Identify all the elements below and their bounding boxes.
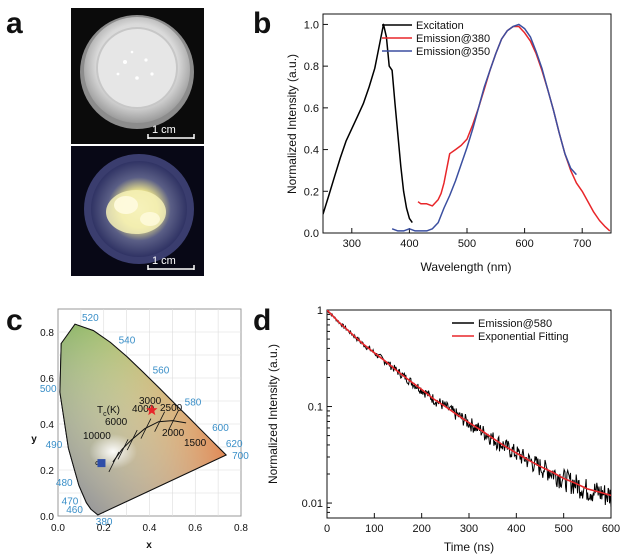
chart-c-xtick-label: 0.2 xyxy=(97,523,111,534)
chart-c-ylabel: y xyxy=(31,434,37,445)
chart-d-ytick-label: 1 xyxy=(317,305,323,317)
chart-b-xtick-label: 500 xyxy=(458,238,476,250)
chart-c-wavelength-label: 480 xyxy=(56,478,73,489)
chart-c-xtick-label: 0.6 xyxy=(188,523,202,534)
chart-d-xtick-label: 500 xyxy=(554,523,572,535)
chart-b-legend-label: Emission@380 xyxy=(416,33,490,45)
chart-b-series-0 xyxy=(323,23,413,224)
chart-c-cct-label: 6000 xyxy=(105,417,128,428)
chart-b-xlabel: Wavelength (nm) xyxy=(421,260,512,274)
chart-c-cct-label: 10000 xyxy=(83,431,111,442)
chart-c-wavelength-label: 540 xyxy=(119,336,136,347)
chart-b-ytick-label: 1.0 xyxy=(304,19,319,31)
chart-c-point-star xyxy=(146,404,158,416)
chart-d-legend-label: Emission@580 xyxy=(478,318,552,330)
chart-d-ytick-label: 0.01 xyxy=(302,498,323,510)
chart-c-wavelength-label: 700 xyxy=(232,451,249,462)
chart-b-ytick-label: 0.2 xyxy=(304,186,319,198)
chart-c-wavelength-label: 500 xyxy=(40,384,57,395)
chart-c-wavelength-label: 620 xyxy=(226,439,243,450)
chart-b-ytick-label: 0.8 xyxy=(304,61,319,73)
chart-b-xtick-label: 400 xyxy=(400,238,418,250)
chart-d-ylabel: Normalized Intensity (a.u.) xyxy=(266,344,280,484)
chart-c-isotherm xyxy=(154,411,166,432)
chart-c-isotherm xyxy=(117,439,129,460)
chart-c-ytick-label: 0.8 xyxy=(40,328,54,339)
chart-d-xtick-label: 100 xyxy=(365,523,383,535)
chart-c-wavelength-label: 560 xyxy=(153,365,170,376)
chart-d-ytick-label: 0.1 xyxy=(308,402,323,414)
chart-c-ytick-label: 0.6 xyxy=(40,374,54,385)
chart-c-cct-label: 4000 xyxy=(132,404,155,415)
chart-c-xtick-label: 0.4 xyxy=(143,523,157,534)
chart-c-cct-label: 2500 xyxy=(160,403,183,414)
chart-d-legend-label: Exponential Fitting xyxy=(478,331,569,343)
chart-c-wavelength-label: 380 xyxy=(96,517,113,528)
chart-c-cct-label: 3000 xyxy=(139,396,162,407)
chart-c-wavelength-label: 600 xyxy=(212,423,229,434)
chart-c-isotherm xyxy=(108,451,120,473)
chart-b-legend-label: Emission@350 xyxy=(416,46,490,58)
chart-b-series-2 xyxy=(391,23,577,232)
chart-d-xtick-label: 0 xyxy=(324,523,330,535)
chart-c-isotherm xyxy=(140,418,152,439)
chart-b-xtick-label: 300 xyxy=(343,238,361,250)
chart-c-isotherm xyxy=(126,429,138,451)
chart-c-xtick-label: 0.8 xyxy=(234,523,248,534)
chart-b-legend-label: Excitation xyxy=(416,20,464,32)
chart-b-xtick-label: 700 xyxy=(573,238,591,250)
chart-c-point-square xyxy=(97,459,106,468)
chart-c-isotherm xyxy=(168,410,179,431)
panel-label-a: a xyxy=(6,7,23,40)
chart-d-xtick-label: 400 xyxy=(507,523,525,535)
chart-c-wavelength-label: 580 xyxy=(185,398,202,409)
chart-d: 0 100 200 300 400 500 600 1 0.1 0.01 Time (ns) No… xyxy=(266,305,620,554)
chart-c-planckian-label: Tc(K) xyxy=(97,405,120,418)
chart-b-ylabel: Normalized Intensity (a.u.) xyxy=(285,54,299,194)
scale-bar-label-top: 1 cm xyxy=(152,124,176,136)
chart-c-wavelength-label: 470 xyxy=(62,497,79,508)
chart-b-ytick-label: 0.6 xyxy=(304,103,319,115)
scale-bar-label-bottom: 1 cm xyxy=(152,255,176,267)
panel-label-d: d xyxy=(253,304,271,337)
chart-b-ytick-label: 0.0 xyxy=(304,228,319,240)
chart-c-xtick-label: 0.0 xyxy=(51,523,65,534)
photo-uv: 1 cm xyxy=(71,146,204,276)
chart-c-cct-label: 1500 xyxy=(184,438,207,449)
chart-b: 300 400 500 600 700 0.0 0.2 0.4 0.6 0.8 1.0 Wavele… xyxy=(285,13,612,274)
chart-c-ytick-label: 0.2 xyxy=(40,466,54,477)
panel-label-b: b xyxy=(253,7,271,40)
chart-c-wavelength-label: 520 xyxy=(82,313,99,324)
chart-d-xtick-label: 200 xyxy=(412,523,430,535)
chart-c-cct-label: 2000 xyxy=(162,428,185,439)
chart-d-xtick-label: 600 xyxy=(602,523,620,535)
chart-c-planckian-curve xyxy=(112,420,187,463)
photo-daylight: 1 cm xyxy=(71,8,204,144)
chart-b-ytick-label: 0.4 xyxy=(304,145,319,157)
chart-c-ytick-label: 0.4 xyxy=(40,420,54,431)
panel-label-c: c xyxy=(6,304,23,337)
chart-c-ytick-label: 0.0 xyxy=(40,512,54,523)
chart-d-series-1 xyxy=(327,310,611,497)
chart-c-wavelength-label: 460 xyxy=(66,505,83,516)
cie-gamut xyxy=(59,323,227,516)
chart-c-xlabel: x xyxy=(146,540,152,551)
chart-d-xlabel: Time (ns) xyxy=(444,540,494,554)
chart-c-wavelength-label: 490 xyxy=(46,440,63,451)
chart-b-xtick-label: 600 xyxy=(515,238,533,250)
chart-d-xtick-label: 300 xyxy=(460,523,478,535)
